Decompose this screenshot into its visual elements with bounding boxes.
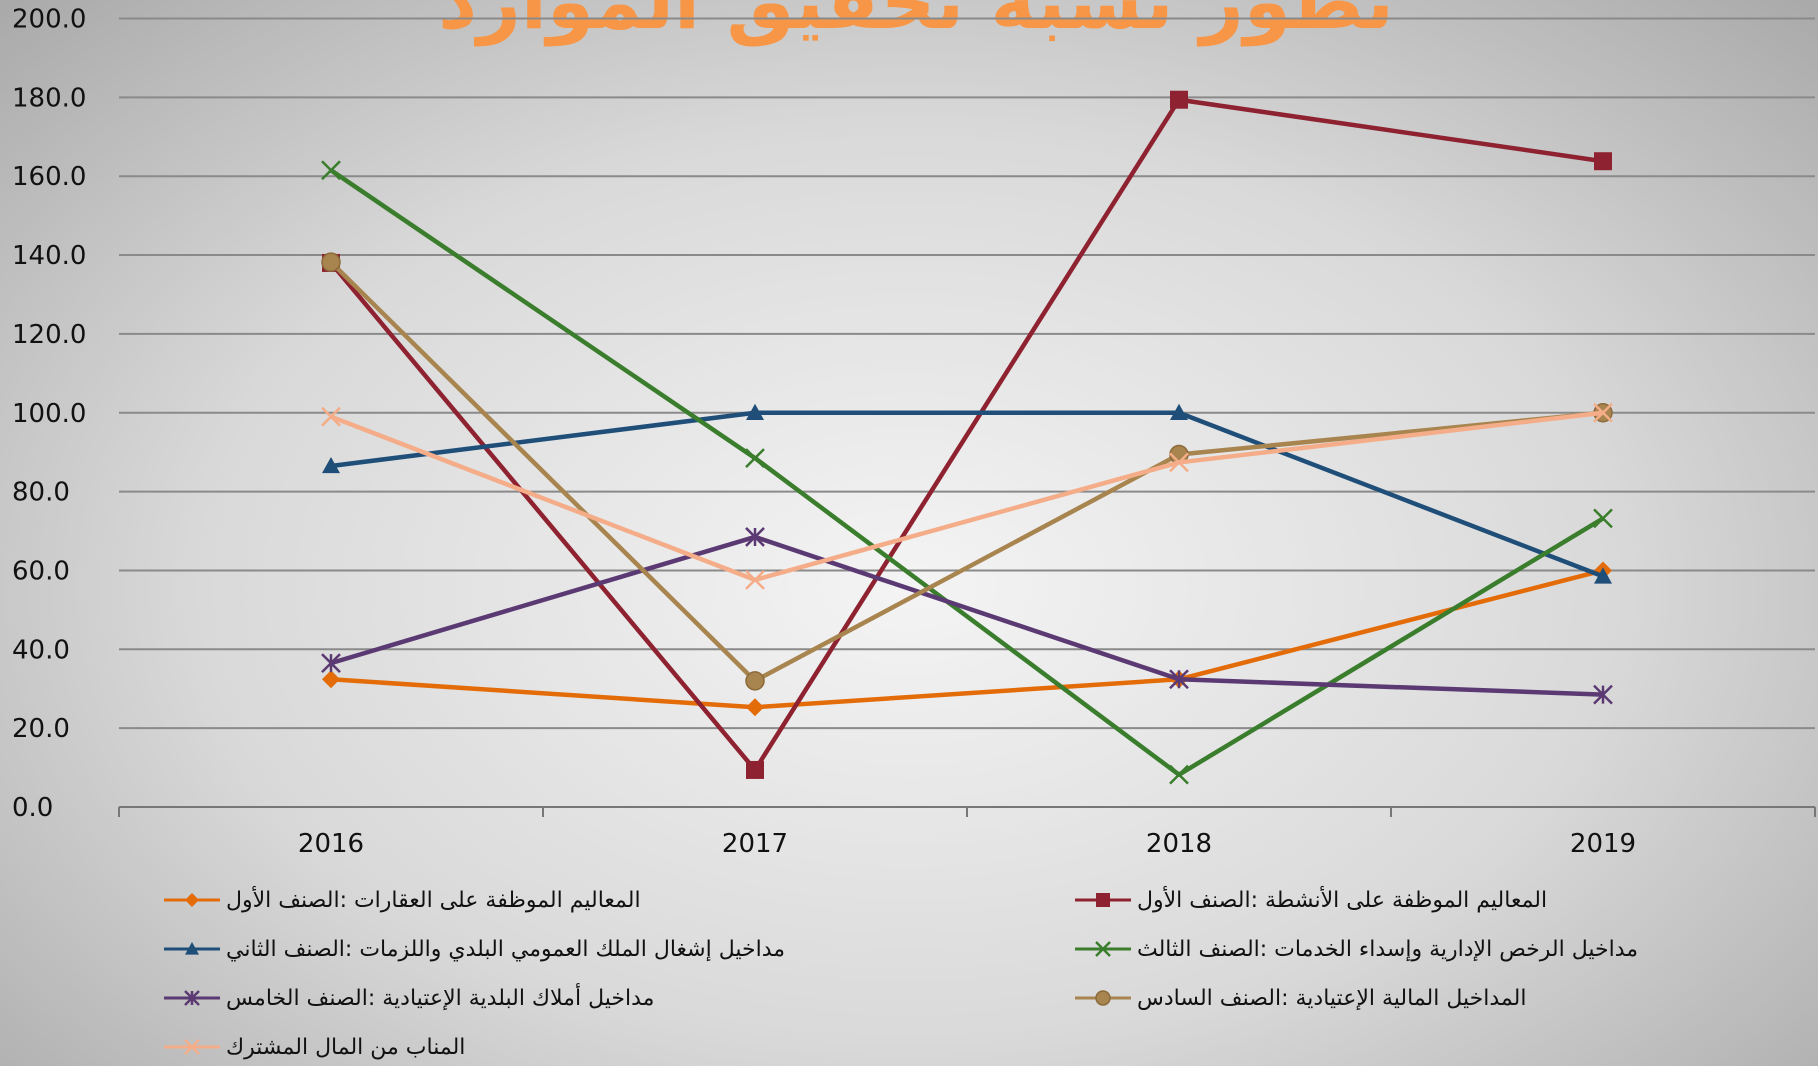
series [321,160,1613,785]
series-line [329,97,1604,773]
marker [1096,893,1110,907]
marker [1169,669,1189,690]
x-tick-label: 2016 [298,829,364,859]
marker [184,1039,200,1055]
legend-item: مداخيل أملاك البلدية الإعتيادية :الصنف ا… [162,978,654,1018]
marker [745,671,765,691]
marker [1593,684,1613,705]
y-tick-label: 180.0 [12,83,86,113]
legend-label: مداخيل إشغال الملك العمومي البلدي واللزم… [226,936,786,962]
x-tick-label: 2017 [722,829,788,859]
marker [745,448,765,468]
legend-item: المناب من المال المشترك [162,1027,465,1067]
legend-label: مداخيل أملاك البلدية الإعتيادية :الصنف ا… [226,985,655,1011]
marker [1095,941,1111,957]
series [321,402,1613,590]
y-tick-label: 100.0 [12,399,86,429]
series-line [330,410,1604,579]
marker [1169,452,1189,473]
x-tick-label: 2018 [1146,829,1212,859]
series [321,252,1613,691]
series-line [329,260,1604,684]
marker [746,698,764,717]
marker [745,570,765,590]
series-line [330,410,1604,583]
legend-swatch [1075,990,1131,1006]
legend-label: المداخيل المالية الإعتيادية :الصنف الساد… [1137,985,1527,1011]
marker [746,403,764,420]
chart-title: تطور نسبة تحقيق الموارد [438,0,1394,47]
legend-label: المناب من المال المشترك [226,1034,466,1060]
legend-item: مداخيل الرخص الإدارية وإسداء الخدمات :ال… [1073,929,1638,969]
marker [321,252,341,272]
legend-item: المداخيل المالية الإعتيادية :الصنف الساد… [1073,978,1526,1018]
series [322,403,1612,584]
legend-swatch [164,893,220,907]
series-line [330,568,1604,710]
legend-label: مداخيل الرخص الإدارية وإسداء الخدمات :ال… [1137,936,1639,962]
y-tick-label: 160.0 [12,162,86,192]
legend-label: المعاليم الموظفة على العقارات :الصنف الأ… [226,887,641,913]
y-tick-label: 140.0 [12,241,86,271]
legend-item: المعاليم الموظفة على العقارات :الصنف الأ… [162,880,641,920]
marker [746,760,764,779]
marker [321,653,341,673]
marker [321,160,341,181]
marker [321,406,341,427]
marker [1593,402,1613,423]
marker [322,670,340,689]
legend-swatch [1075,893,1131,907]
series-line [330,534,1604,697]
y-tick-label: 0.0 [12,793,53,823]
marker [1594,567,1612,584]
y-tick-label: 200.0 [12,5,86,35]
legend-item: المعاليم الموظفة على الأنشطة :الصنف الأو… [1073,880,1547,920]
series-line [329,168,1605,777]
x-tick-label: 2019 [1570,829,1636,859]
legend-swatch [1075,941,1131,957]
legend-swatch [164,990,220,1006]
series [322,561,1612,717]
y-tick-label: 40.0 [12,635,70,665]
marker [1095,990,1111,1006]
marker [1594,152,1612,171]
marker [1169,764,1189,785]
legend-label: المعاليم الموظفة على الأنشطة :الصنف الأو… [1137,887,1548,913]
legend-swatch [164,1039,220,1055]
y-tick-label: 20.0 [12,714,70,744]
marker [745,527,765,547]
series [321,527,1613,705]
y-tick-label: 120.0 [12,320,86,350]
legend-item: مداخيل إشغال الملك العمومي البلدي واللزم… [162,929,785,969]
marker [1593,508,1613,529]
marker [1170,403,1188,420]
marker [322,456,340,474]
y-tick-label: 60.0 [12,556,70,586]
marker [1170,90,1188,109]
marker [185,893,199,907]
marker [184,990,200,1006]
y-tick-label: 80.0 [12,478,70,508]
legend-swatch [164,942,220,955]
marker [185,942,199,955]
